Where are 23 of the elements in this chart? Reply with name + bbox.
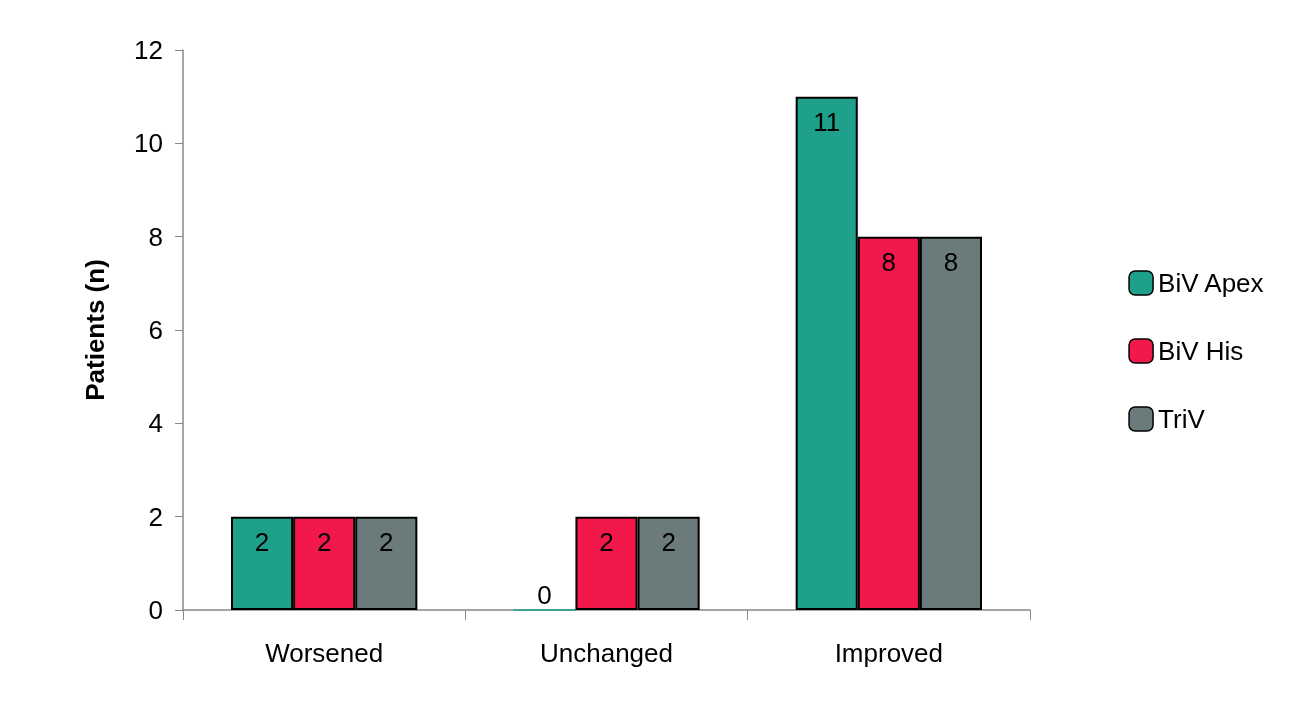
x-tick-label: Worsened [265, 638, 384, 668]
y-tick-label: 2 [148, 501, 163, 532]
data-label: 2 [599, 526, 614, 557]
legend-label: BiV His [1158, 336, 1244, 366]
y-tick-label: 10 [134, 128, 163, 159]
data-label: 2 [661, 526, 676, 557]
y-tick-label: 6 [148, 315, 163, 345]
y-axis-title: Patients (n) [80, 259, 110, 401]
data-label: 8 [881, 246, 897, 277]
y-tick-label: 8 [148, 221, 163, 252]
data-label: 2 [254, 526, 270, 557]
y-tick-label: 0 [148, 595, 163, 625]
y-tick-label: 4 [148, 408, 163, 439]
data-label: 0 [537, 579, 552, 610]
legend-label: BiV Apex [1158, 268, 1264, 298]
data-label: 2 [379, 526, 394, 557]
data-label: 8 [943, 246, 959, 277]
y-tick-label: 12 [134, 35, 163, 65]
data-label: 2 [316, 526, 332, 557]
legend-label: TriV [1158, 404, 1206, 434]
x-tick-label: Improved [834, 638, 944, 668]
x-tick-label: Unchanged [540, 638, 673, 668]
data-label: 11 [813, 106, 841, 137]
